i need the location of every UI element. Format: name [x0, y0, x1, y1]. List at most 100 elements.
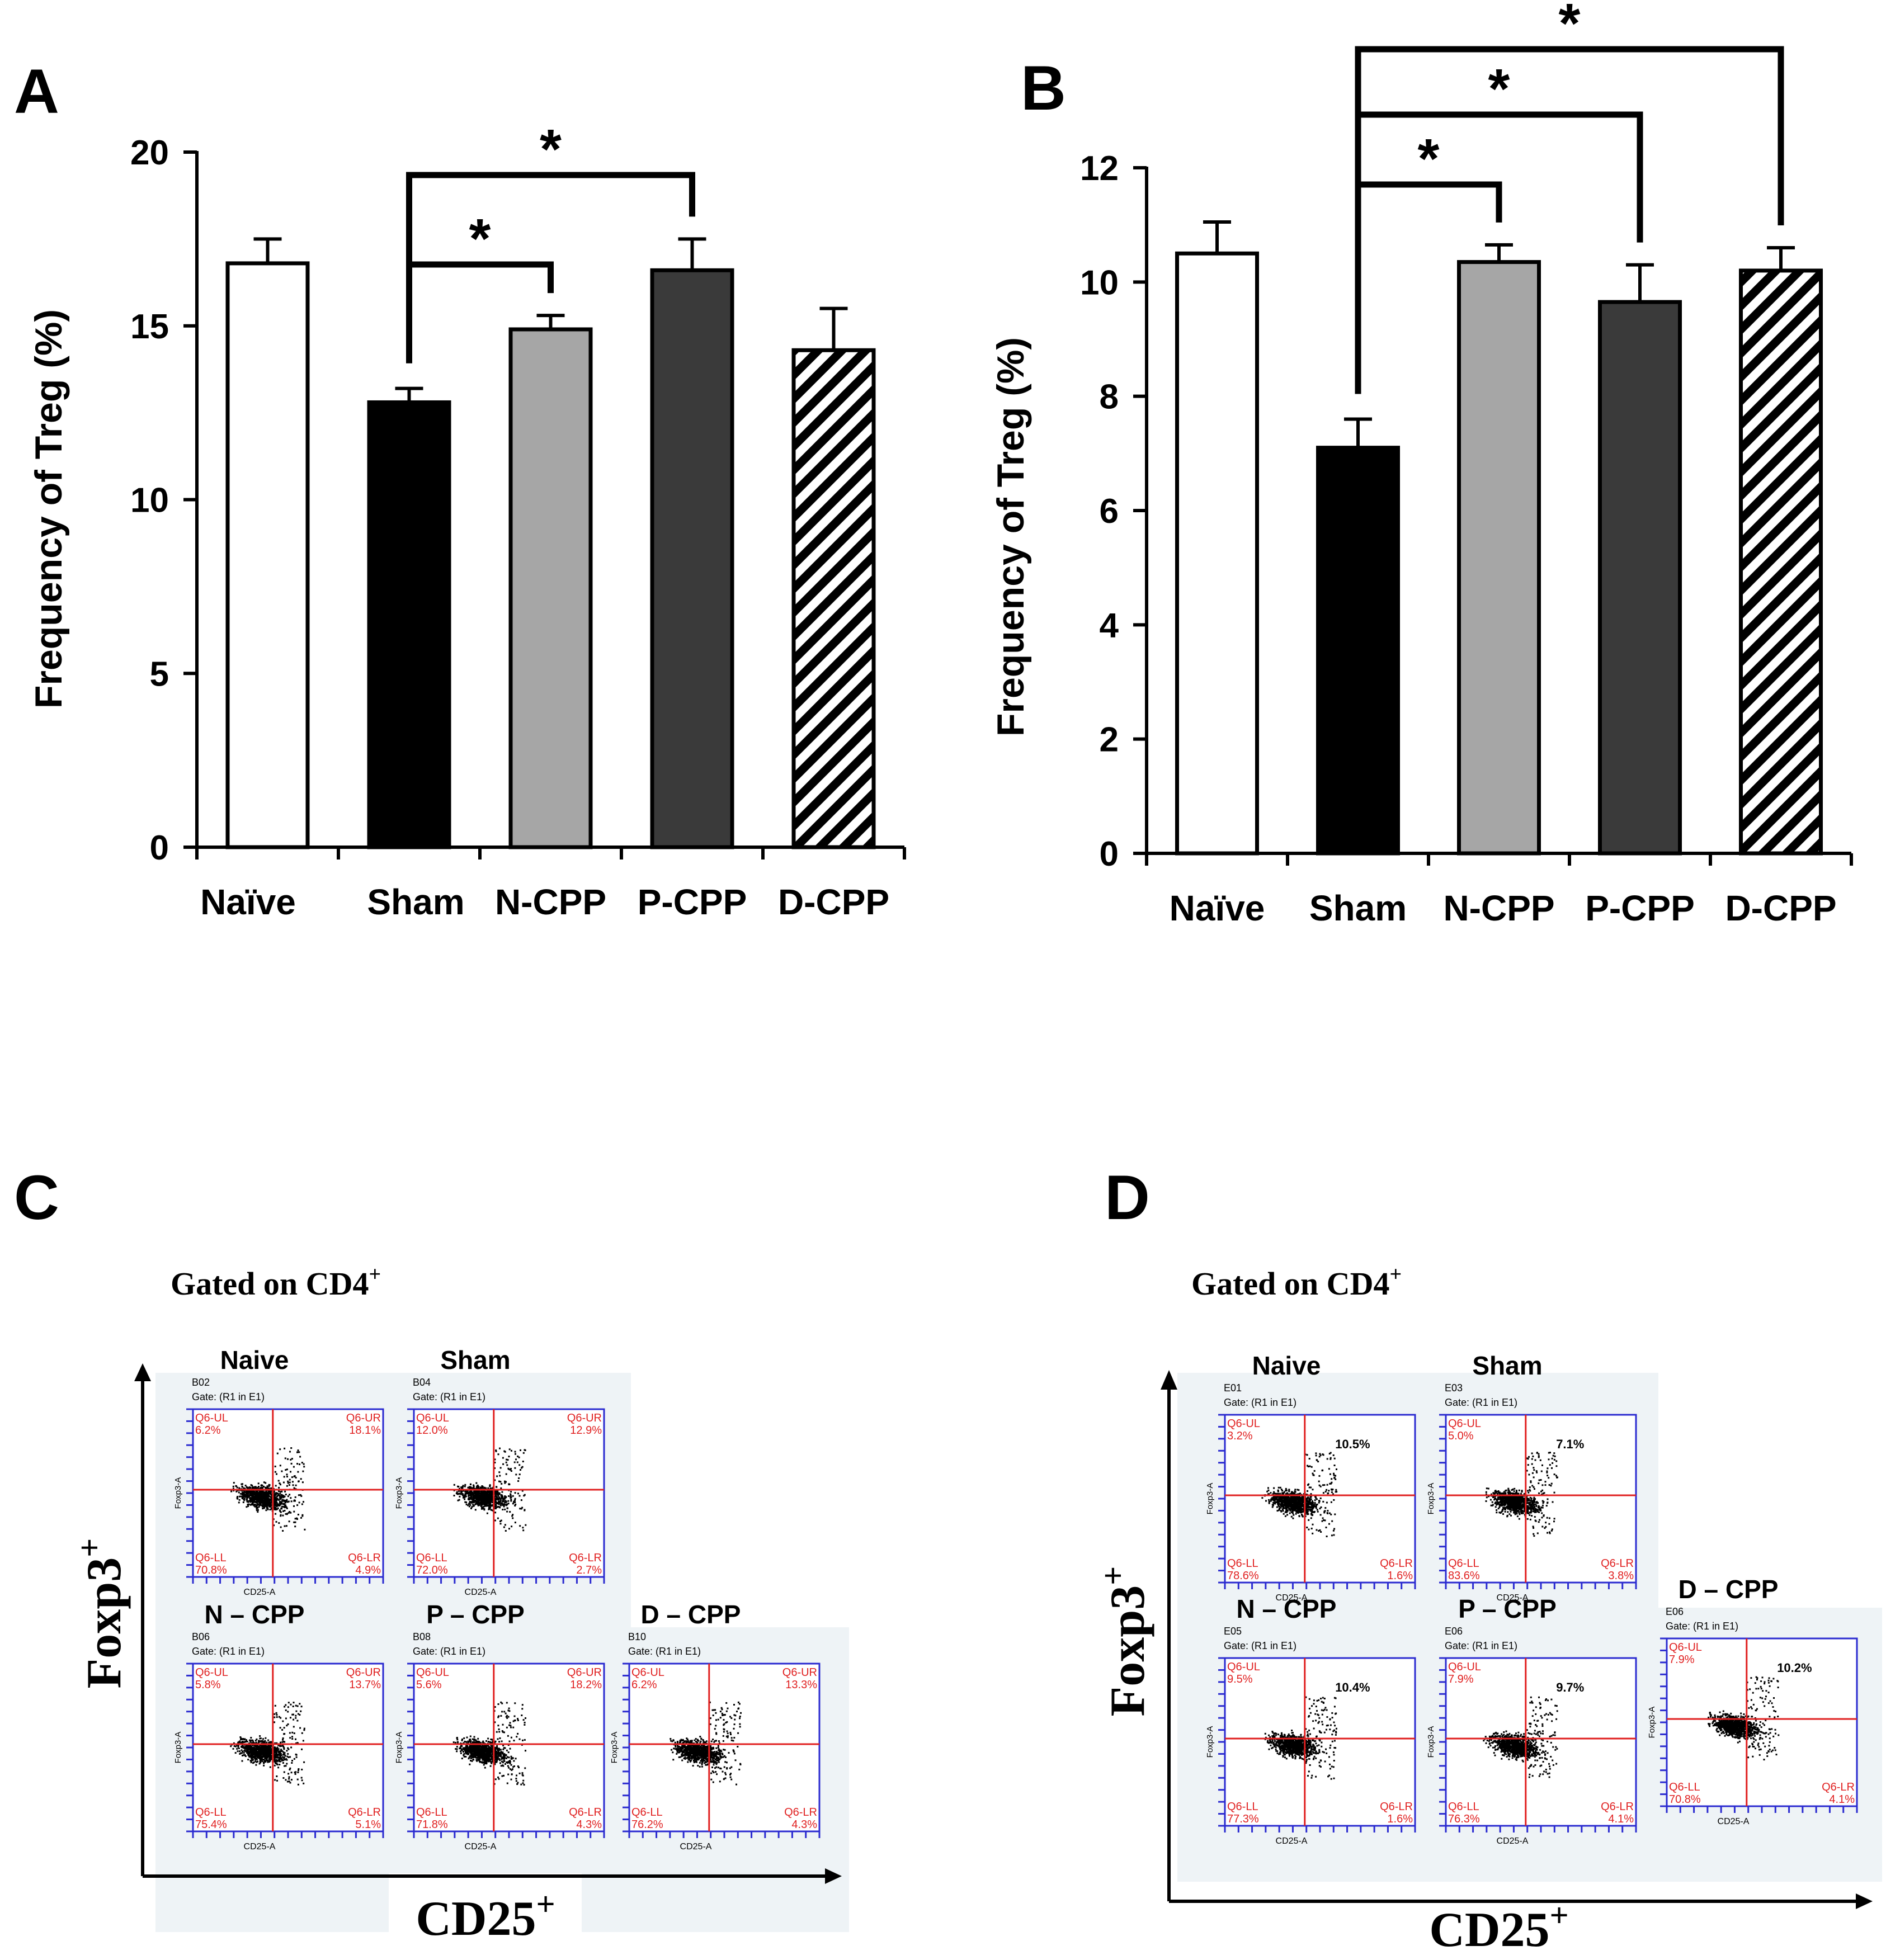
- event-dot: [476, 1493, 478, 1495]
- event-dot: [282, 1506, 285, 1508]
- event-dot: [274, 1721, 275, 1723]
- event-dot: [280, 1754, 282, 1756]
- event-dot: [263, 1752, 266, 1754]
- gated-label-text: Gated on CD4: [171, 1265, 369, 1302]
- event-dot: [525, 1750, 526, 1752]
- event-dot: [266, 1506, 268, 1508]
- event-dot: [239, 1736, 242, 1738]
- event-dot: [479, 1502, 481, 1504]
- event-dot: [480, 1756, 482, 1759]
- panel-b-ylabel: Frequency of Treg (%): [989, 337, 1032, 736]
- plot-frame: [628, 1663, 821, 1833]
- event-dot: [468, 1505, 470, 1508]
- event-dot: [489, 1506, 492, 1509]
- event-dot: [258, 1506, 260, 1508]
- event-dot: [503, 1754, 506, 1756]
- event-dot: [491, 1742, 493, 1744]
- event-dot: [695, 1741, 697, 1742]
- event-dot: [494, 1706, 496, 1708]
- event-dot: [681, 1755, 683, 1757]
- event-dot: [268, 1498, 270, 1500]
- event-dot: [262, 1738, 264, 1740]
- event-dot: [519, 1525, 521, 1527]
- event-dot: [473, 1485, 475, 1487]
- event-dot: [470, 1749, 473, 1751]
- event-dot: [483, 1754, 485, 1756]
- event-dot: [681, 1753, 683, 1755]
- event-dot: [463, 1755, 465, 1758]
- event-dot: [477, 1740, 479, 1742]
- event-dot: [252, 1486, 254, 1489]
- event-dot: [494, 1505, 496, 1507]
- event-dot: [680, 1739, 682, 1741]
- event-dot: [478, 1752, 480, 1754]
- event-dot: [281, 1470, 283, 1472]
- event-dot: [303, 1466, 305, 1468]
- event-dot: [470, 1496, 472, 1498]
- event-dot: [466, 1746, 469, 1749]
- quadrant-ur-value: 18.2%: [570, 1679, 602, 1691]
- event-dot: [498, 1728, 500, 1730]
- event-dot: [479, 1756, 481, 1759]
- event-dot: [299, 1494, 301, 1496]
- quadrant-ul-value: 6.2%: [195, 1424, 221, 1437]
- event-dot: [463, 1742, 465, 1744]
- event-dot: [294, 1518, 296, 1520]
- event-dot: [517, 1493, 519, 1495]
- event-dot: [282, 1745, 284, 1746]
- event-dot: [694, 1758, 696, 1760]
- event-dot: [513, 1765, 515, 1767]
- event-dot: [241, 1741, 243, 1744]
- event-dot: [484, 1746, 487, 1749]
- well-id: B04: [413, 1377, 431, 1388]
- event-dot: [267, 1751, 269, 1753]
- event-dot: [470, 1490, 473, 1493]
- event-dot: [277, 1748, 279, 1750]
- event-dot: [463, 1748, 465, 1750]
- event-dot: [280, 1741, 281, 1744]
- event-dot: [268, 1484, 270, 1486]
- event-dot: [489, 1498, 491, 1500]
- event-dot: [287, 1482, 289, 1484]
- category-label: N-CPP: [495, 882, 606, 922]
- event-dot: [503, 1497, 505, 1499]
- event-dot: [261, 1747, 263, 1749]
- event-dot: [501, 1495, 503, 1497]
- event-dot: [492, 1740, 494, 1742]
- event-dot: [304, 1528, 306, 1531]
- event-dot: [303, 1501, 304, 1503]
- event-dot: [260, 1746, 262, 1749]
- event-dot: [242, 1492, 244, 1494]
- event-dot: [499, 1759, 501, 1761]
- event-dot: [475, 1498, 478, 1500]
- event-dot: [475, 1487, 478, 1490]
- event-dot: [287, 1756, 290, 1758]
- event-dot: [273, 1491, 275, 1494]
- event-dot: [505, 1763, 506, 1765]
- event-dot: [508, 1495, 510, 1497]
- event-dot: [471, 1500, 473, 1503]
- event-dot: [272, 1498, 275, 1500]
- event-dot: [710, 1755, 712, 1758]
- event-dot: [517, 1765, 519, 1768]
- event-dot: [504, 1482, 506, 1484]
- event-dot: [262, 1491, 264, 1494]
- event-dot: [295, 1753, 297, 1755]
- panel-c-foxp3-label: Foxp3+: [71, 1538, 131, 1689]
- event-dot: [265, 1761, 267, 1763]
- event-dot: [279, 1484, 281, 1486]
- event-dot: [497, 1753, 499, 1755]
- event-dot: [512, 1495, 514, 1497]
- quadrant-lr-name: Q6-LR: [348, 1552, 381, 1564]
- event-dot: [261, 1744, 263, 1746]
- event-dot: [256, 1504, 258, 1506]
- event-dot: [500, 1494, 502, 1496]
- event-dot: [480, 1505, 482, 1507]
- event-dot: [488, 1753, 490, 1755]
- quadrant-ll-value: 70.8%: [195, 1564, 227, 1576]
- event-dot: [482, 1740, 484, 1742]
- event-dot: [719, 1755, 722, 1758]
- event-dot: [679, 1740, 681, 1742]
- bar: [225, 261, 310, 849]
